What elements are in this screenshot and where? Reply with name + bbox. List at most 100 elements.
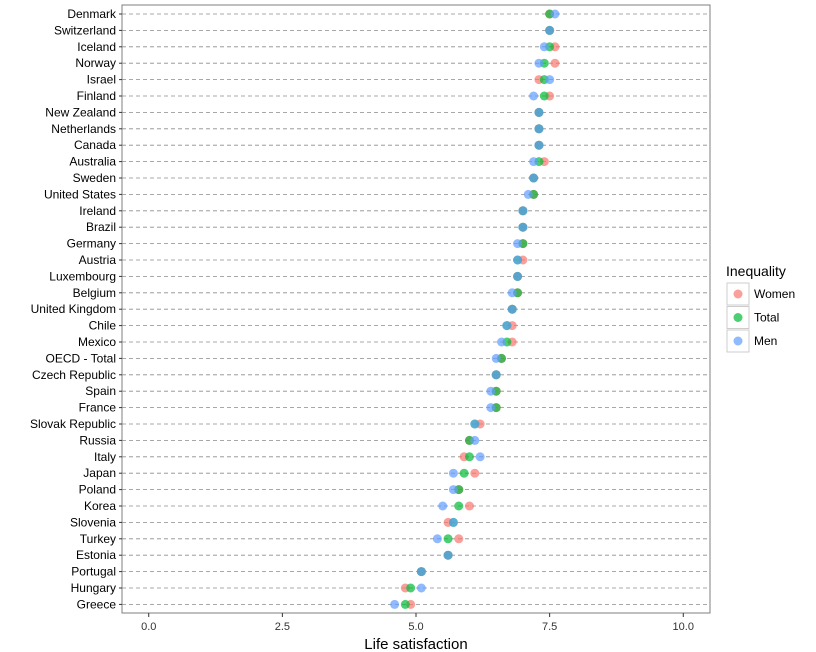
point-women (464, 501, 474, 511)
point-men (502, 321, 512, 331)
y-tick-label: France (79, 401, 117, 415)
y-tick-label: Iceland (77, 40, 116, 54)
y-tick-labels: Denmark Switzerland Iceland Norway Israel Fin… (30, 7, 117, 611)
y-tick-label: OECD - Total (46, 351, 116, 365)
y-tick-label: Mexico (78, 335, 116, 349)
y-tick-label: Poland (79, 483, 116, 497)
point-women (454, 534, 464, 544)
point-men (438, 501, 448, 511)
legend: Inequality Women Total Men (726, 263, 795, 353)
y-tick-label: Israel (87, 73, 116, 87)
point-men (416, 567, 426, 577)
y-tick-label: Finland (77, 89, 116, 103)
point-total (400, 599, 410, 609)
x-ticks (148, 613, 684, 617)
point-men (390, 599, 400, 609)
y-tick-label: United Kingdom (31, 302, 116, 316)
y-tick-label: Netherlands (51, 122, 116, 136)
legend-items: Women Total Men (726, 282, 795, 353)
point-men (534, 124, 544, 134)
legend-key-men (733, 336, 743, 346)
point-total (464, 452, 474, 462)
point-men (534, 58, 544, 68)
point-men (513, 239, 523, 249)
y-tick-label: Norway (75, 56, 116, 70)
point-men (432, 534, 442, 544)
y-tick-label: Sweden (73, 171, 116, 185)
y-tick-label: Belgium (73, 286, 116, 300)
y-tick-label: New Zealand (45, 105, 116, 119)
point-men (448, 517, 458, 527)
point-men (513, 271, 523, 281)
y-tick-label: Slovenia (70, 515, 116, 529)
y-tick-label: Austria (79, 253, 117, 267)
point-men (507, 288, 517, 298)
point-total (443, 534, 453, 544)
x-tick-label: 2.5 (275, 621, 290, 633)
y-tick-label: Portugal (71, 565, 116, 579)
legend-key-total (733, 313, 743, 322)
y-tick-label: Spain (85, 384, 116, 398)
y-tick-label: Ireland (79, 204, 116, 218)
point-total (406, 583, 416, 593)
legend-label-women: Women (754, 287, 795, 301)
point-women (470, 468, 480, 478)
point-total (454, 501, 464, 511)
point-women (550, 58, 560, 68)
point-men (523, 189, 533, 199)
point-men (518, 222, 528, 232)
point-men (443, 550, 453, 560)
point-men (539, 42, 549, 52)
y-tick-label: Turkey (80, 532, 116, 546)
x-tick-label: 10.0 (673, 621, 694, 633)
x-axis-title: Life satisfaction (364, 636, 467, 652)
y-tick-label: Greece (77, 597, 117, 611)
legend-title: Inequality (726, 263, 786, 279)
point-men (497, 337, 507, 347)
point-men (534, 107, 544, 117)
point-men (518, 206, 528, 216)
y-tick-label: Denmark (67, 7, 117, 21)
point-men (513, 255, 523, 265)
grid-lines (122, 13, 710, 605)
x-tick-labels: 0.0 2.5 5.0 7.5 10.0 (141, 621, 694, 633)
point-total (459, 468, 469, 478)
y-tick-label: Germany (67, 237, 116, 251)
x-tick-label: 0.0 (141, 621, 156, 633)
y-tick-label: Japan (83, 466, 116, 480)
y-tick-label: Australia (69, 155, 116, 169)
point-men (491, 353, 501, 363)
data-points (390, 9, 560, 609)
point-men (545, 75, 555, 85)
y-ticks (119, 13, 122, 605)
y-tick-label: Italy (94, 450, 116, 464)
y-tick-label: Brazil (86, 220, 116, 234)
y-tick-label: Chile (89, 319, 117, 333)
point-men (491, 370, 501, 380)
point-men (529, 91, 539, 101)
legend-label-total: Total (754, 311, 779, 325)
point-men (486, 386, 496, 396)
y-tick-label: Luxembourg (49, 269, 116, 283)
point-men (507, 304, 517, 314)
x-tick-label: 7.5 (542, 621, 557, 633)
point-men (416, 583, 426, 593)
point-men (470, 435, 480, 445)
legend-label-men: Men (754, 334, 777, 348)
y-tick-label: Russia (79, 433, 116, 447)
y-tick-label: Slovak Republic (30, 417, 116, 431)
point-men (486, 403, 496, 413)
point-men (470, 419, 480, 429)
point-men (448, 485, 458, 495)
point-total (539, 91, 549, 101)
y-tick-label: Estonia (76, 548, 116, 562)
legend-key-women (733, 289, 743, 299)
point-men (545, 25, 555, 35)
point-men (534, 140, 544, 150)
x-tick-label: 5.0 (408, 621, 423, 633)
y-tick-label: Korea (84, 499, 116, 513)
point-men (529, 173, 539, 183)
point-men (475, 452, 485, 462)
point-men (529, 157, 539, 167)
